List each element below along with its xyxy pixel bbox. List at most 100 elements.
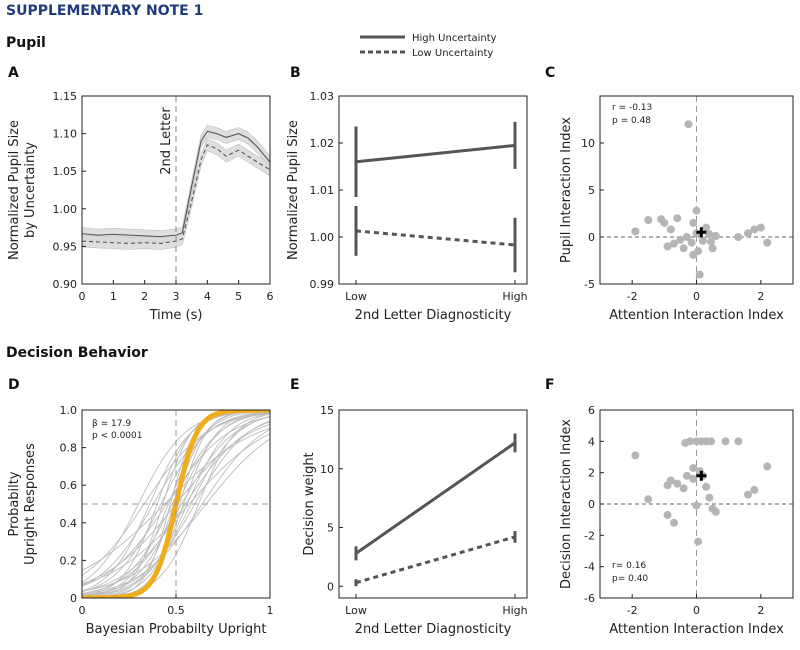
scatter-point-F xyxy=(679,484,688,493)
scatter-point-C xyxy=(692,206,701,215)
x-tick-label-A: 4 xyxy=(204,290,211,303)
x-axis-label-C: Attention Interaction Index xyxy=(609,308,784,323)
y-axis-label-F: Decision Interaction Index xyxy=(559,419,574,589)
x-tick-label-F: 0 xyxy=(693,604,700,617)
scatter-point-F xyxy=(692,501,701,510)
x-tick-label-D: 0 xyxy=(79,604,86,617)
scatter-point-F xyxy=(644,495,653,504)
header-title: SUPPLEMENTARY NOTE 1 xyxy=(6,3,203,19)
scatter-point-F xyxy=(705,493,714,502)
scatter-point-C xyxy=(711,232,720,241)
x-axis-label-A: Time (s) xyxy=(149,308,203,323)
y-tick-label-B: 1.00 xyxy=(310,231,335,244)
stats-text-C: r = -0.13 xyxy=(612,103,652,113)
y-tick-label-F: 6 xyxy=(588,404,595,417)
scatter-point-C xyxy=(673,214,682,223)
scatter-point-C xyxy=(743,229,752,238)
series-line-high-E xyxy=(355,441,516,555)
y-axis-label-D: Upright Responses xyxy=(23,443,38,565)
y-tick-label-C: -5 xyxy=(584,278,595,291)
scatter-point-C xyxy=(684,120,693,129)
panel-label-A: A xyxy=(8,65,19,81)
scatter-point-F xyxy=(763,462,772,471)
x-tick-label-A: 1 xyxy=(110,290,117,303)
y-tick-label-E: 15 xyxy=(320,404,334,417)
panel-label-E: E xyxy=(290,377,300,393)
y-tick-label-F: 0 xyxy=(588,498,595,511)
y-axis-label-A: by Uncertainty xyxy=(23,142,38,238)
stats-text-D: β = 17.9 xyxy=(92,419,131,429)
scatter-point-F xyxy=(708,504,717,513)
scatter-point-F xyxy=(631,451,640,460)
y-tick-label-A: 1.15 xyxy=(53,90,78,103)
subject-curve-D xyxy=(82,433,270,586)
scatter-point-F xyxy=(669,518,678,527)
mean-marker-C xyxy=(696,227,707,238)
y-tick-label-B: 1.02 xyxy=(310,137,335,150)
y-tick-label-A: 1.05 xyxy=(53,165,78,178)
x-tick-label-E: High xyxy=(502,604,527,617)
scatter-point-C xyxy=(679,244,688,253)
y-tick-label-A: 1.00 xyxy=(53,203,78,216)
panel-E: Low High 0 5 10 15 2nd Letter Diagnosticity Dec… xyxy=(290,377,528,637)
x-tick-label-A: 5 xyxy=(235,290,242,303)
y-axis-label-B: Normalized Pupil Size xyxy=(286,120,301,260)
scatter-point-C xyxy=(657,215,666,224)
scatter-point-F xyxy=(681,438,690,447)
annotation-2nd-letter: 2nd Letter xyxy=(159,107,174,175)
scatter-point-F xyxy=(689,474,698,483)
panel-A: 2nd Letter 0 1 2 3 4 5 6 0.90 0.95 1.00 1.05 1.10 1.1… xyxy=(7,65,274,323)
subject-curve-D xyxy=(82,438,270,592)
x-tick-label-B: Low xyxy=(345,290,367,303)
scatter-point-C xyxy=(750,225,759,234)
y-tick-label-A: 1.10 xyxy=(53,128,78,141)
scatter-point-C xyxy=(698,236,707,245)
y-tick-label-A: 0.90 xyxy=(53,278,78,291)
legend: High Uncertainty Low Uncertainty xyxy=(360,33,497,59)
y-tick-label-F: 2 xyxy=(588,467,595,480)
scatter-point-C xyxy=(706,237,715,246)
y-axis-label-E: Decision weight xyxy=(302,452,317,555)
series-line-high xyxy=(82,130,270,238)
panel-label-D: D xyxy=(8,377,20,393)
scatter-point-C xyxy=(694,247,703,256)
scatter-point-F xyxy=(666,476,675,485)
subject-curve-D xyxy=(82,413,270,598)
series-line-low-E xyxy=(355,535,516,585)
panel-label-F: F xyxy=(545,377,555,393)
series-line-low xyxy=(82,144,270,244)
x-tick-label-A: 0 xyxy=(79,290,86,303)
y-tick-label-F: -4 xyxy=(584,561,595,574)
scatter-point-F xyxy=(702,482,711,491)
panel-D: β = 17.9 p < 0.0001 0 0.5 1 0 0.2 0.4 0.6 0.8 1.0 B… xyxy=(7,377,274,637)
section-pupil-title: Pupil xyxy=(6,35,46,51)
y-tick-label-F: -6 xyxy=(584,592,595,605)
scatter-point-C xyxy=(666,225,675,234)
series-band-high xyxy=(82,124,270,243)
scatter-point-F xyxy=(673,479,682,488)
scatter-point-C xyxy=(676,235,685,244)
y-axis-label-C: Pupil Interaction Index xyxy=(559,117,574,263)
y-tick-label-D: 0.4 xyxy=(60,517,78,530)
scatter-point-C xyxy=(756,223,765,232)
scatter-point-C xyxy=(644,216,653,225)
series-line-high-B xyxy=(355,143,516,164)
axes-frame-B xyxy=(338,95,528,285)
x-tick-label-F: -2 xyxy=(627,604,638,617)
scatter-point-F xyxy=(734,437,743,446)
scatter-point-C xyxy=(702,223,711,232)
scatter-point-F xyxy=(697,437,706,446)
x-tick-label-A: 2 xyxy=(141,290,148,303)
y-tick-label-C: 10 xyxy=(581,137,595,150)
scatter-point-F xyxy=(721,437,730,446)
x-tick-label-C: 2 xyxy=(757,290,764,303)
stats-text-F: r= 0.16 xyxy=(612,561,646,571)
y-tick-label-D: 1.0 xyxy=(60,404,78,417)
y-axis-label-A: Normalized Pupil Size xyxy=(7,120,22,260)
y-tick-label-F: 4 xyxy=(588,435,595,448)
scatter-point-C xyxy=(763,238,772,247)
y-tick-label-F: -2 xyxy=(584,529,595,542)
legend-high-label: High Uncertainty xyxy=(412,33,497,44)
section-decision-title: Decision Behavior xyxy=(6,345,148,361)
